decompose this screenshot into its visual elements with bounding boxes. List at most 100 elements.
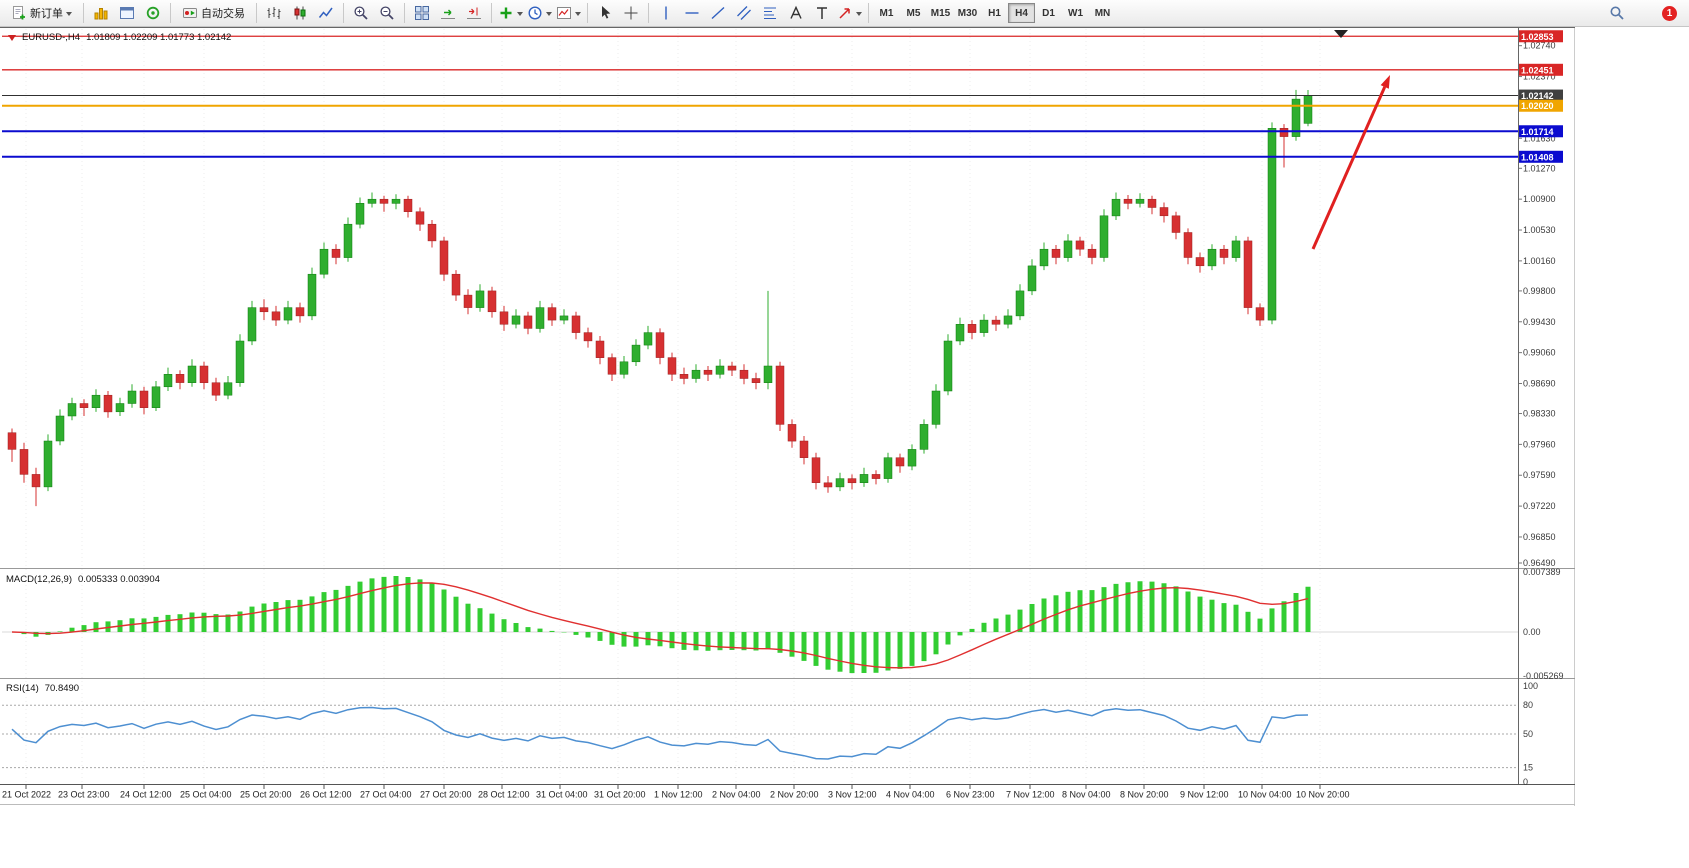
- price-line-1.02451[interactable]: 1.02451: [2, 63, 1563, 76]
- fibonacci-tool-button[interactable]: [758, 2, 782, 24]
- timeframe-h4-button[interactable]: H4: [1008, 3, 1035, 23]
- cursor-icon: [602, 6, 611, 19]
- chart-window[interactable]: 1.02740 1.02370 1.01630 1.01270 1.00900 1.005…: [0, 27, 1575, 806]
- price-line-1.01714[interactable]: 1.01714: [2, 125, 1563, 138]
- svg-text:7 Nov 12:00: 7 Nov 12:00: [1006, 790, 1055, 800]
- chart-shift-button[interactable]: [462, 2, 486, 24]
- charts-button[interactable]: [89, 2, 113, 24]
- templates-button[interactable]: [555, 2, 582, 24]
- cursor-button[interactable]: [593, 2, 617, 24]
- candlestick-mode-button[interactable]: [288, 2, 312, 24]
- toolbar-separator: [648, 3, 649, 23]
- svg-text:6 Nov 23:00: 6 Nov 23:00: [946, 790, 995, 800]
- toolbar-separator: [587, 3, 588, 23]
- price-line-1.02020[interactable]: 1.02020: [2, 99, 1563, 112]
- timeframe-d1-button[interactable]: D1: [1035, 3, 1062, 23]
- svg-text:4 Nov 04:00: 4 Nov 04:00: [886, 790, 935, 800]
- toolbar-right-group: 1: [1604, 2, 1685, 24]
- search-button[interactable]: [1605, 2, 1629, 24]
- svg-text:0.007389: 0.007389: [1523, 567, 1561, 577]
- toolbar-separator: [83, 3, 84, 23]
- clock-icon: [528, 6, 542, 20]
- time-axis[interactable]: 21 Oct 2022 23 Oct 23:00 24 Oct 12:00 25 Oc…: [2, 784, 1350, 800]
- svg-text:0.97960: 0.97960: [1523, 439, 1556, 449]
- add-indicator-button[interactable]: [497, 2, 524, 24]
- tile-windows-icon: [415, 6, 429, 20]
- search-icon: [1610, 6, 1624, 20]
- svg-text:0.00: 0.00: [1523, 627, 1541, 637]
- new-order-label: 新订单: [30, 8, 63, 20]
- template-icon: [557, 7, 571, 19]
- svg-text:27 Oct 04:00: 27 Oct 04:00: [360, 790, 412, 800]
- price-line-1.02853[interactable]: 1.02853: [2, 30, 1563, 43]
- toolbar-separator: [256, 3, 257, 23]
- macd-panel: 0.007389 0.00 -0.005269: [2, 567, 1564, 681]
- zoom-out-button[interactable]: [375, 2, 399, 24]
- crosshair-button[interactable]: [619, 2, 643, 24]
- svg-text:2 Nov 20:00: 2 Nov 20:00: [770, 790, 819, 800]
- svg-text:1.01408: 1.01408: [1521, 152, 1554, 162]
- svg-text:0.96850: 0.96850: [1523, 532, 1556, 542]
- horizontal-line-icon: [685, 12, 699, 14]
- svg-text:10 Nov 20:00: 10 Nov 20:00: [1296, 790, 1350, 800]
- periods-button[interactable]: [526, 2, 553, 24]
- svg-text:25 Oct 20:00: 25 Oct 20:00: [240, 790, 292, 800]
- svg-text:26 Oct 12:00: 26 Oct 12:00: [300, 790, 352, 800]
- market-watch-button[interactable]: [115, 2, 139, 24]
- svg-text:31 Oct 04:00: 31 Oct 04:00: [536, 790, 588, 800]
- trend-arrow-annotation[interactable]: [1311, 75, 1390, 250]
- timeframe-h1-button[interactable]: H1: [981, 3, 1008, 23]
- svg-text:0.98330: 0.98330: [1523, 409, 1556, 419]
- svg-text:0.96490: 0.96490: [1523, 558, 1556, 568]
- notification-badge[interactable]: 1: [1662, 5, 1677, 21]
- svg-text:1.01630: 1.01630: [1523, 133, 1556, 143]
- grid-layer: [25, 29, 1321, 784]
- line-chart-mode-button[interactable]: [314, 2, 338, 24]
- navigator-button[interactable]: [141, 2, 165, 24]
- timeframe-m30-button[interactable]: M30: [954, 3, 981, 23]
- trendline-tool-button[interactable]: [706, 2, 730, 24]
- price-chart-canvas[interactable]: 1.02740 1.02370 1.01630 1.01270 1.00900 1.005…: [0, 27, 1575, 806]
- timeframe-m1-button[interactable]: M1: [873, 3, 900, 23]
- autotrading-button[interactable]: 自动交易: [176, 2, 251, 24]
- vertical-line-tool-button[interactable]: [654, 2, 678, 24]
- svg-text:0.97590: 0.97590: [1523, 470, 1556, 480]
- svg-text:24 Oct 12:00: 24 Oct 12:00: [120, 790, 172, 800]
- svg-text:15: 15: [1523, 763, 1533, 773]
- svg-text:1.02020: 1.02020: [1521, 101, 1554, 111]
- tile-windows-button[interactable]: [410, 2, 434, 24]
- svg-text:0.97220: 0.97220: [1523, 501, 1556, 511]
- timeframe-w1-button[interactable]: W1: [1062, 3, 1089, 23]
- channel-icon: [737, 6, 751, 20]
- svg-text:0: 0: [1523, 777, 1528, 787]
- trendline-icon: [711, 6, 725, 20]
- label-tool-button[interactable]: [810, 2, 834, 24]
- toolbar-separator: [868, 3, 869, 23]
- zoom-in-button[interactable]: [349, 2, 373, 24]
- text-tool-icon: [790, 5, 802, 19]
- svg-text:27 Oct 20:00: 27 Oct 20:00: [420, 790, 472, 800]
- zoom-out-icon: [380, 6, 394, 20]
- timeframe-mn-button[interactable]: MN: [1089, 3, 1116, 23]
- svg-text:100: 100: [1523, 681, 1538, 691]
- price-scale[interactable]: 1.02740 1.02370 1.01630 1.01270 1.00900 1.005…: [1518, 41, 1556, 568]
- svg-text:0.99430: 0.99430: [1523, 317, 1556, 327]
- svg-text:1.02142: 1.02142: [1521, 91, 1554, 101]
- crosshair-icon: [624, 6, 638, 20]
- bar-chart-mode-button[interactable]: [262, 2, 286, 24]
- fibonacci-icon: [764, 7, 776, 19]
- auto-scroll-button[interactable]: [436, 2, 460, 24]
- horizontal-line-tool-button[interactable]: [680, 2, 704, 24]
- new-order-button[interactable]: 新订单: [5, 2, 78, 24]
- arrows-tool-button[interactable]: [836, 2, 863, 24]
- auto-scroll-icon: [441, 9, 455, 19]
- timeframe-m15-button[interactable]: M15: [927, 3, 954, 23]
- timeframe-m5-button[interactable]: M5: [900, 3, 927, 23]
- channel-tool-button[interactable]: [732, 2, 756, 24]
- price-line-1.01408[interactable]: 1.01408: [2, 150, 1563, 163]
- text-tool-button[interactable]: [784, 2, 808, 24]
- rsi-panel: 100 80 50 15 0: [2, 681, 1538, 787]
- price-line-1.02142[interactable]: 1.02142: [2, 89, 1563, 102]
- chart-shift-marker[interactable]: [1334, 30, 1348, 38]
- svg-text:8 Nov 20:00: 8 Nov 20:00: [1120, 790, 1169, 800]
